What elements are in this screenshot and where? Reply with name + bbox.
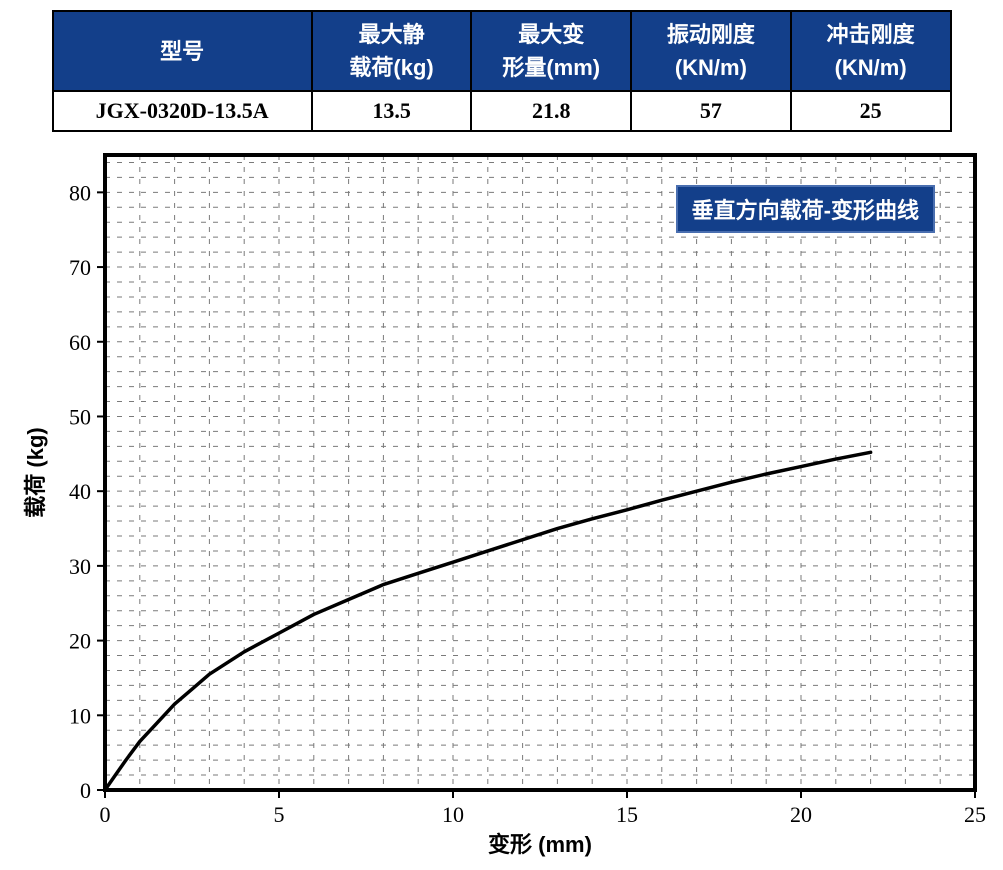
col-model: 型号 xyxy=(53,11,312,91)
col-vib-stiff-l1: 振动刚度 xyxy=(667,22,755,47)
col-max-deform-l1: 最大变 xyxy=(518,22,584,47)
svg-text:变形 (mm): 变形 (mm) xyxy=(488,832,592,857)
svg-text:0: 0 xyxy=(80,778,91,803)
svg-text:0: 0 xyxy=(100,802,111,827)
svg-text:15: 15 xyxy=(616,802,638,827)
svg-text:40: 40 xyxy=(69,479,91,504)
svg-text:10: 10 xyxy=(69,703,91,728)
svg-text:20: 20 xyxy=(69,629,91,654)
load-deformation-chart: 0 5 10 15 20 25 0 10 20 30 40 50 60 70 80 变形 (mm) 载荷 (kg… xyxy=(10,140,993,860)
col-vib-stiff-l2: (KN/m) xyxy=(675,55,747,80)
svg-text:5: 5 xyxy=(274,802,285,827)
col-max-load-l1: 最大静 xyxy=(359,22,425,47)
cell-max-load: 13.5 xyxy=(312,91,472,131)
col-max-deform-l2: 形量(mm) xyxy=(502,55,600,80)
col-shock-stiff-l1: 冲击刚度 xyxy=(827,22,915,47)
col-shock-stiff: 冲击刚度 (KN/m) xyxy=(791,11,951,91)
svg-text:25: 25 xyxy=(964,802,986,827)
col-max-deform: 最大变 形量(mm) xyxy=(471,11,631,91)
svg-text:10: 10 xyxy=(442,802,464,827)
chart-container: 0 5 10 15 20 25 0 10 20 30 40 50 60 70 80 变形 (mm) 载荷 (kg… xyxy=(10,140,993,860)
svg-text:20: 20 xyxy=(790,802,812,827)
spec-table: 型号 最大静 载荷(kg) 最大变 形量(mm) 振动刚度 (KN/m) 冲击刚… xyxy=(52,10,952,132)
svg-text:80: 80 xyxy=(69,180,91,205)
svg-text:50: 50 xyxy=(69,404,91,429)
spec-data-row: JGX-0320D-13.5A 13.5 21.8 57 25 xyxy=(53,91,951,131)
spec-header-row: 型号 最大静 载荷(kg) 最大变 形量(mm) 振动刚度 (KN/m) 冲击刚… xyxy=(53,11,951,91)
cell-model: JGX-0320D-13.5A xyxy=(53,91,312,131)
col-shock-stiff-l2: (KN/m) xyxy=(835,55,907,80)
col-max-load: 最大静 载荷(kg) xyxy=(312,11,472,91)
svg-text:60: 60 xyxy=(69,330,91,355)
svg-text:30: 30 xyxy=(69,554,91,579)
cell-max-deform: 21.8 xyxy=(471,91,631,131)
legend-text: 垂直方向载荷-变形曲线 xyxy=(692,198,919,223)
col-max-load-l2: 载荷(kg) xyxy=(349,55,433,80)
svg-text:70: 70 xyxy=(69,255,91,280)
chart-legend: 垂直方向载荷-变形曲线 xyxy=(676,185,935,233)
cell-shock-stiff: 25 xyxy=(791,91,951,131)
svg-text:载荷 (kg): 载荷 (kg) xyxy=(23,427,48,517)
col-vib-stiff: 振动刚度 (KN/m) xyxy=(631,11,791,91)
cell-vib-stiff: 57 xyxy=(631,91,791,131)
col-model-l1: 型号 xyxy=(160,39,204,64)
